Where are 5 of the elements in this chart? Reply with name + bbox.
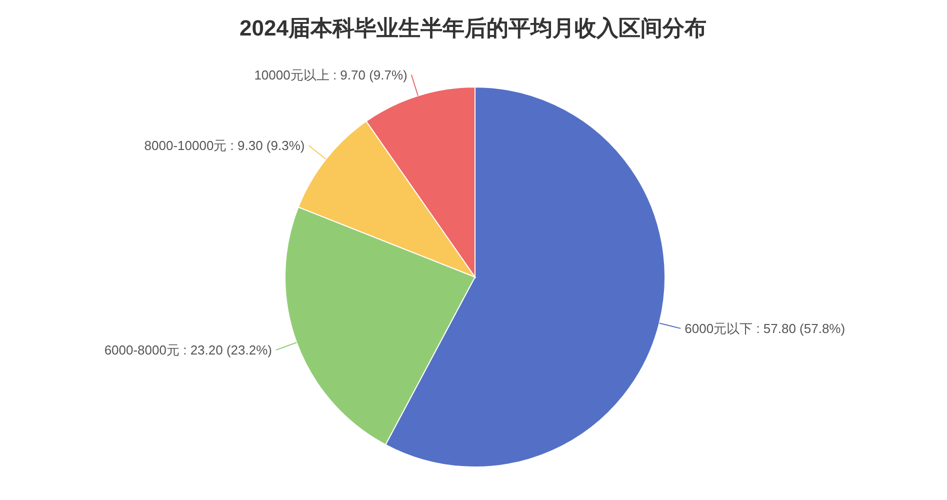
slice-label: 6000元以下 : 57.80 (57.8%) <box>684 320 846 336</box>
slice-label: 10000元以上 : 9.70 (9.7%) <box>254 67 408 82</box>
chart-title: 2024届本科毕业生半年后的平均月收入区间分布 <box>240 16 706 40</box>
slice-label: 8000-10000元 : 9.30 (9.3%) <box>144 138 305 153</box>
slice-label: 6000-8000元 : 23.20 (23.2%) <box>104 342 272 358</box>
